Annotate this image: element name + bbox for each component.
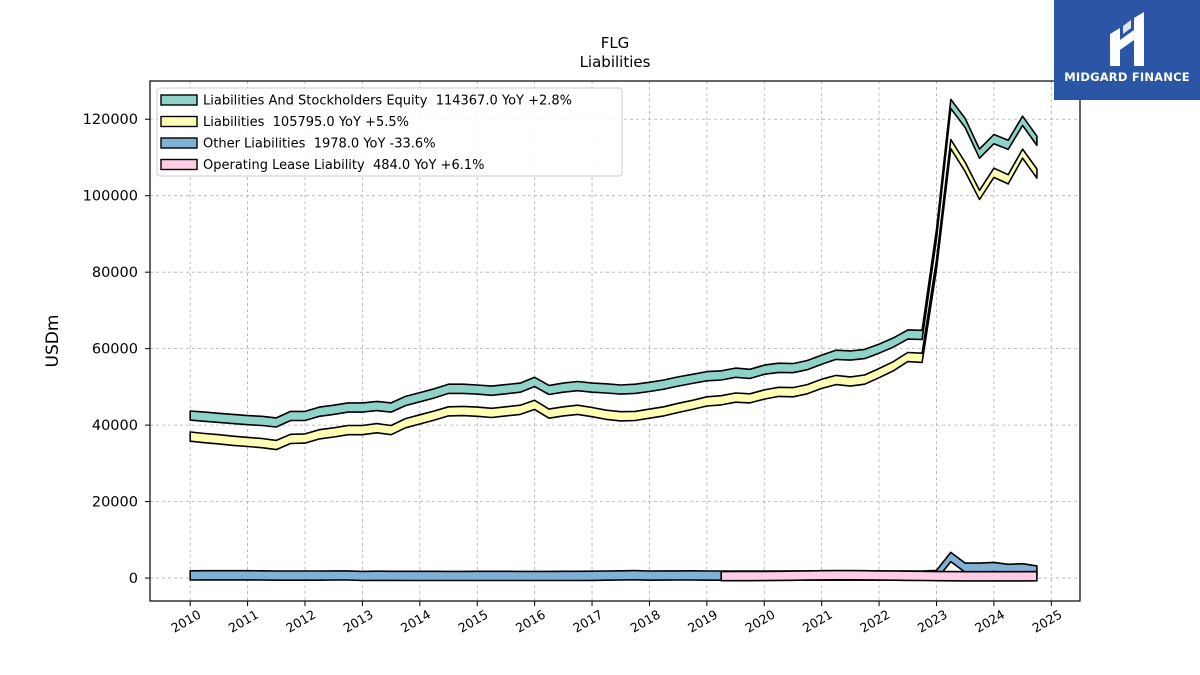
legend-box	[156, 87, 623, 177]
brand-logo: MIDGARD FINANCE	[1054, 0, 1200, 100]
x-tick-label: 2015	[455, 607, 490, 636]
y-tick-label: 60000	[92, 342, 138, 358]
hm-monogram-icon	[1110, 12, 1144, 66]
legend-swatch	[160, 94, 198, 106]
series-layer	[189, 98, 1038, 582]
legend-label: Liabilities And Stockholders Equity 1143…	[203, 94, 572, 109]
legend-swatch	[160, 115, 198, 128]
chart-subtitle: Liabilities	[580, 53, 651, 71]
y-tick-label: 40000	[92, 418, 138, 434]
y-tick-label: 100000	[83, 189, 138, 205]
y-tick-label: 80000	[92, 265, 138, 281]
x-tick-label: 2012	[283, 607, 318, 636]
x-tick-label: 2016	[513, 607, 548, 636]
legend: Liabilities And Stockholders Equity 1143…	[156, 87, 623, 177]
x-tick-label: 2024	[972, 607, 1007, 636]
x-tick-label: 2019	[685, 607, 720, 636]
x-tick-label: 2018	[628, 607, 663, 636]
plot-frame	[149, 80, 1081, 602]
y-tick-label: 120000	[83, 112, 138, 128]
series-band-1	[189, 98, 1038, 428]
legend-swatch	[160, 158, 198, 171]
x-tick-label: 2011	[226, 607, 261, 636]
y-axis-label: USDm	[43, 315, 63, 368]
legend-label: Liabilities 105795.0 YoY +5.5%	[203, 115, 409, 130]
legend-label: Other Liabilities 1978.0 YoY -33.6%	[203, 137, 436, 152]
x-tick-label: 2014	[398, 607, 433, 636]
x-tick-label: 2025	[1030, 607, 1065, 636]
x-tick-label: 2017	[570, 607, 605, 636]
axis-ticks: 2010 2011 2012 2013 2014 2015 2016 2017 2018 2019…	[83, 112, 1065, 635]
x-tick-label: 2010	[168, 607, 203, 636]
brand-name: MIDGARD FINANCE	[1064, 70, 1190, 84]
legend-label: Operating Lease Liability 484.0 YoY +6.1…	[203, 158, 484, 173]
y-tick-label: 0	[129, 571, 138, 587]
x-tick-label: 2013	[341, 607, 376, 636]
x-tick-label: 2020	[742, 607, 777, 636]
x-tick-label: 2023	[915, 607, 950, 636]
x-tick-label: 2022	[857, 607, 892, 636]
x-tick-label: 2021	[800, 607, 835, 636]
legend-swatch	[160, 137, 198, 149]
chart-title: FLG	[601, 34, 630, 52]
series-band-2	[189, 138, 1038, 451]
y-tick-label: 20000	[92, 495, 138, 511]
series-band-4	[720, 569, 1038, 582]
